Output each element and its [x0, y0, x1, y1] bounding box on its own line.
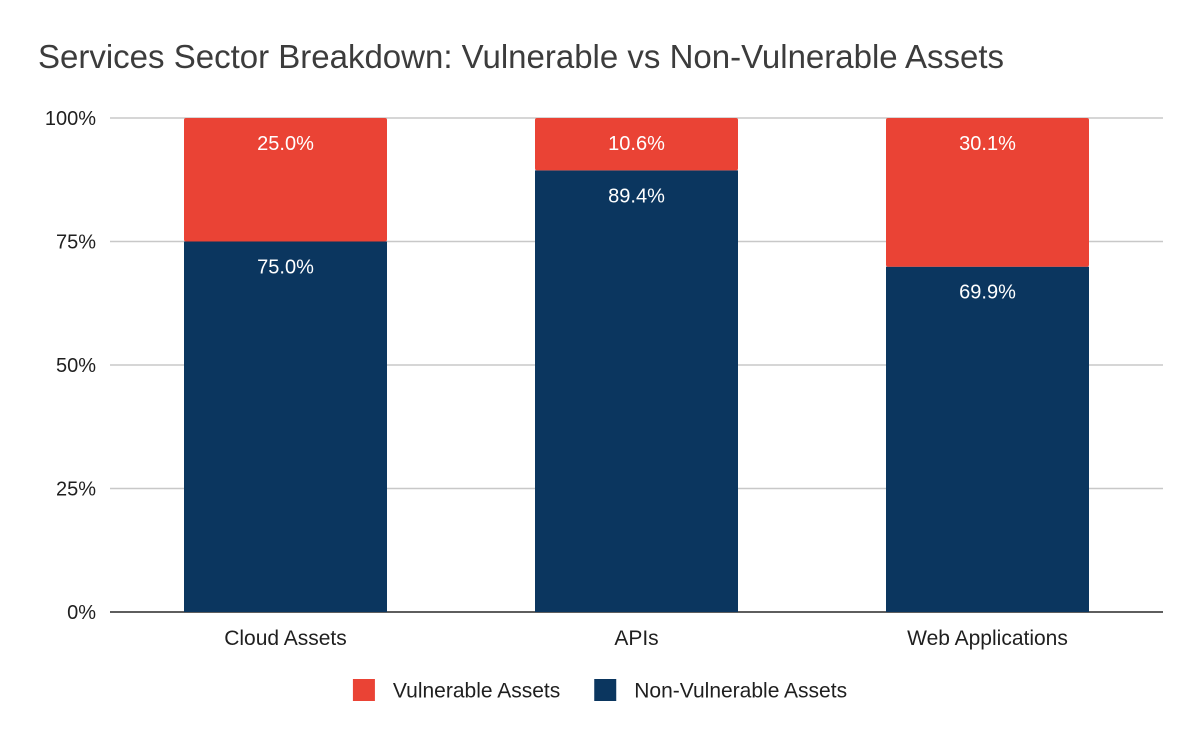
data-label: 30.1% [959, 133, 1016, 155]
legend-label: Non-Vulnerable Assets [634, 680, 847, 703]
legend-swatch [594, 679, 617, 701]
bar-segment [886, 266, 1089, 612]
y-tick-label: 100% [45, 108, 96, 130]
y-tick-label: 0% [67, 602, 96, 624]
bar-segment [886, 118, 1089, 267]
x-tick-label: APIs [614, 627, 658, 650]
data-label: 89.4% [608, 185, 665, 207]
bar-segment [535, 118, 738, 171]
legend-swatch [352, 679, 375, 701]
y-axis-ticks: 0% 25% 50% 75% 100% [45, 108, 96, 624]
x-axis-ticks: Cloud Assets APIs Web Applications [224, 627, 1068, 650]
legend-item: Non-Vulnerable Assets [594, 679, 847, 703]
y-tick-label: 50% [56, 355, 96, 377]
bar-segment [535, 170, 738, 612]
legend: Vulnerable Assets Non-Vulnerable Assets [352, 679, 847, 703]
legend-label: Vulnerable Assets [393, 680, 560, 703]
y-tick-label: 75% [56, 232, 96, 254]
data-label: 69.9% [959, 282, 1016, 304]
bars [184, 118, 1089, 612]
legend-item: Vulnerable Assets [352, 679, 560, 703]
x-tick-label: Cloud Assets [224, 627, 347, 650]
bar-segment [184, 241, 387, 612]
data-label: 10.6% [608, 133, 665, 155]
data-label: 25.0% [257, 133, 314, 155]
bar-segment [184, 118, 387, 242]
data-label: 75.0% [257, 257, 314, 279]
y-tick-label: 25% [56, 479, 96, 501]
data-labels: 75.0% 25.0% 89.4% 10.6% 69.9% 30.1% [257, 133, 1016, 304]
chart-title: Services Sector Breakdown: Vulnerable vs… [38, 38, 1005, 75]
x-tick-label: Web Applications [907, 627, 1068, 650]
